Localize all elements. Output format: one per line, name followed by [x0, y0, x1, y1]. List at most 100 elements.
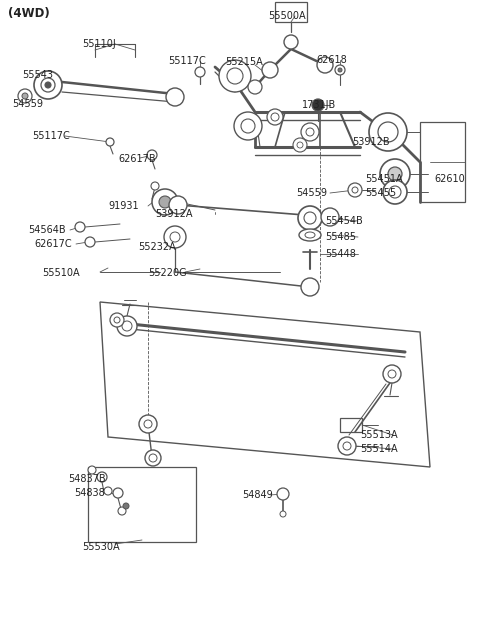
Text: 55232A: 55232A — [138, 242, 176, 252]
Circle shape — [147, 150, 157, 160]
Circle shape — [122, 321, 132, 331]
Bar — [88, 467, 196, 542]
Circle shape — [145, 450, 161, 466]
Text: 55513A: 55513A — [360, 430, 397, 440]
Circle shape — [383, 365, 401, 383]
Circle shape — [159, 196, 171, 208]
Circle shape — [267, 109, 283, 125]
Text: 54559: 54559 — [12, 99, 43, 109]
Circle shape — [151, 182, 159, 190]
Text: 55451A: 55451A — [365, 174, 403, 184]
Circle shape — [113, 488, 123, 498]
Bar — [340, 418, 362, 432]
Circle shape — [166, 88, 184, 106]
Text: 54838: 54838 — [74, 488, 105, 498]
Text: 53912A: 53912A — [155, 209, 192, 219]
Circle shape — [298, 206, 322, 230]
Text: 55510A: 55510A — [42, 268, 80, 278]
Circle shape — [169, 196, 187, 214]
Circle shape — [248, 80, 262, 94]
Text: 55117C: 55117C — [32, 131, 70, 141]
Circle shape — [75, 222, 85, 232]
Ellipse shape — [305, 232, 315, 238]
Text: 55485: 55485 — [325, 232, 356, 242]
Circle shape — [85, 237, 95, 247]
Text: 62610: 62610 — [434, 174, 465, 184]
Text: 55117C: 55117C — [168, 56, 206, 66]
Text: 62617B: 62617B — [118, 154, 156, 164]
Circle shape — [106, 138, 114, 146]
Text: 55455: 55455 — [365, 188, 396, 198]
Circle shape — [388, 370, 396, 378]
Bar — [275, 2, 307, 22]
Text: 1731JB: 1731JB — [302, 100, 336, 110]
Circle shape — [118, 507, 126, 515]
Text: 91931: 91931 — [108, 201, 139, 211]
Circle shape — [271, 113, 279, 121]
Circle shape — [383, 180, 407, 204]
Text: 54564B: 54564B — [28, 225, 66, 235]
Circle shape — [277, 488, 289, 500]
Circle shape — [88, 466, 96, 474]
Circle shape — [301, 123, 319, 141]
Text: 55543: 55543 — [22, 70, 53, 80]
Circle shape — [388, 167, 402, 181]
Circle shape — [301, 278, 319, 296]
Circle shape — [227, 68, 243, 84]
Circle shape — [104, 487, 112, 495]
Circle shape — [343, 442, 351, 450]
Ellipse shape — [299, 229, 321, 241]
Circle shape — [139, 415, 157, 433]
Text: 55500A: 55500A — [268, 11, 306, 21]
Circle shape — [378, 122, 398, 142]
Text: 55448: 55448 — [325, 249, 356, 259]
Circle shape — [110, 313, 124, 327]
Circle shape — [352, 187, 358, 193]
Circle shape — [152, 189, 178, 215]
Circle shape — [306, 128, 314, 136]
Circle shape — [293, 138, 307, 152]
Circle shape — [97, 472, 107, 482]
Circle shape — [164, 226, 186, 248]
Bar — [420, 122, 465, 202]
Circle shape — [380, 159, 410, 189]
Circle shape — [144, 420, 152, 428]
Circle shape — [45, 82, 51, 88]
Circle shape — [219, 60, 251, 92]
Text: (4WD): (4WD) — [8, 7, 50, 20]
Circle shape — [149, 454, 157, 462]
Text: 54849: 54849 — [242, 490, 273, 500]
Circle shape — [335, 65, 345, 75]
Circle shape — [170, 232, 180, 242]
Circle shape — [114, 317, 120, 323]
Circle shape — [41, 78, 55, 92]
Circle shape — [369, 113, 407, 151]
Circle shape — [338, 68, 342, 72]
Circle shape — [18, 89, 32, 103]
Circle shape — [241, 119, 255, 133]
Circle shape — [195, 67, 205, 77]
Text: 55454B: 55454B — [325, 216, 363, 226]
Text: 55110J: 55110J — [82, 39, 116, 49]
Circle shape — [321, 208, 339, 226]
Circle shape — [117, 316, 137, 336]
Circle shape — [389, 186, 401, 198]
Circle shape — [297, 142, 303, 148]
Circle shape — [317, 57, 333, 73]
Circle shape — [284, 35, 298, 49]
Circle shape — [262, 62, 278, 78]
Circle shape — [304, 212, 316, 224]
Circle shape — [34, 71, 62, 99]
Text: 55220G: 55220G — [148, 268, 187, 278]
Text: 62618: 62618 — [316, 55, 347, 65]
Circle shape — [280, 511, 286, 517]
Circle shape — [22, 93, 28, 99]
Text: 55530A: 55530A — [82, 542, 120, 552]
Circle shape — [123, 503, 129, 509]
Text: 55215A: 55215A — [225, 57, 263, 67]
Text: 55514A: 55514A — [360, 444, 397, 454]
Text: 53912B: 53912B — [352, 137, 390, 147]
Circle shape — [348, 183, 362, 197]
Circle shape — [338, 437, 356, 455]
Circle shape — [312, 99, 324, 111]
